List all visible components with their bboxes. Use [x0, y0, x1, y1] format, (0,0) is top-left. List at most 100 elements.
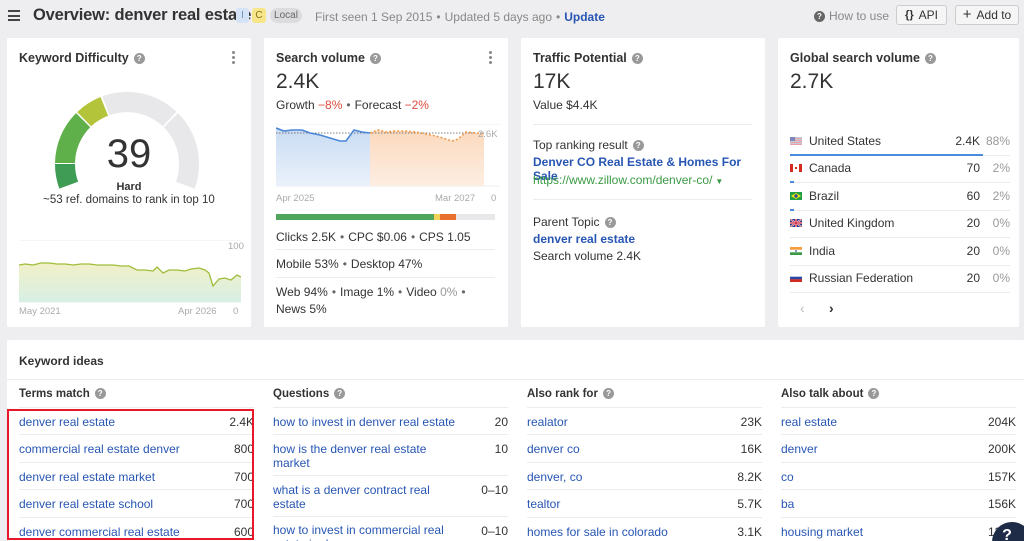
card-title: Traffic Potential?	[533, 51, 643, 65]
keyword-idea-row: denver real estate market 700	[19, 463, 254, 491]
x-axis-start: May 2021	[19, 306, 61, 317]
hamburger-menu-icon[interactable]	[8, 10, 20, 21]
country-share: 88%	[985, 134, 1010, 148]
updated-time: Updated 5 days ago	[444, 10, 553, 24]
keyword-link[interactable]: denver, co	[527, 469, 583, 484]
web-share: Web 94%	[276, 285, 328, 299]
keyword-ideas-column: Questions? how to invest in denver real e…	[273, 380, 508, 541]
keyword-idea-row: homes for sale in colorado 3.1K	[527, 518, 762, 541]
desktop-share: Desktop 47%	[350, 257, 423, 271]
help-icon[interactable]: ?	[924, 52, 936, 64]
next-page-button[interactable]: ›	[829, 300, 834, 316]
api-button[interactable]: {} API	[896, 5, 947, 25]
keyword-link[interactable]: what is a denver contract real estate	[273, 483, 430, 512]
keyword-volume: 700	[233, 497, 254, 512]
country-share: 2%	[992, 161, 1010, 176]
other-clicks-segment	[440, 214, 456, 220]
y-axis-ref: 2.6K	[478, 129, 498, 140]
parent-topic-link[interactable]: denver real estate	[533, 232, 636, 246]
top-ranking-title-link[interactable]: Denver CO Real Estate & Homes For Sale	[533, 155, 742, 183]
keyword-link[interactable]: homes for sale in colorado	[527, 524, 668, 539]
keyword-link[interactable]: denver real estate	[19, 415, 116, 429]
keyword-link[interactable]: denver co	[527, 442, 580, 457]
help-icon[interactable]: ?	[631, 52, 643, 64]
country-row[interactable]: India 20 0%	[790, 239, 1010, 266]
keyword-link[interactable]: how to invest in denver real estate	[273, 415, 456, 429]
country-name: Russian Federation	[809, 271, 914, 285]
keyword-link[interactable]: real estate	[781, 415, 838, 429]
update-link[interactable]: Update	[564, 10, 605, 24]
row-divider	[790, 209, 1010, 211]
country-row[interactable]: Brazil 60 2%	[790, 184, 1010, 211]
x-axis-end: Mar 2027	[435, 193, 476, 204]
parent-topic-label-text: Parent Topic	[533, 215, 600, 229]
help-icon[interactable]: ?	[602, 388, 614, 399]
country-share: 2%	[992, 188, 1010, 203]
br-flag-icon	[790, 191, 802, 200]
keyword-link[interactable]: tealtor	[527, 497, 561, 512]
growth-value: −8%	[318, 98, 343, 112]
divider	[276, 249, 495, 250]
keyword-volume: 156K	[987, 497, 1016, 512]
keyword-link[interactable]: denver real estate market	[19, 469, 156, 484]
country-row[interactable]: Canada 70 2%	[790, 156, 1010, 184]
y-axis-min: 0	[491, 193, 497, 204]
more-options-icon[interactable]	[489, 51, 493, 65]
keyword-volume: 600	[233, 524, 254, 539]
keyword-link[interactable]: denver	[781, 442, 818, 457]
keyword-ideas-column: Also talk about? real estate 204K denver 200…	[781, 380, 1016, 541]
gsv-title: Global search volume	[790, 51, 920, 65]
ca-flag-icon	[790, 164, 802, 173]
help-icon[interactable]: ?	[94, 388, 106, 399]
help-icon[interactable]: ?	[334, 388, 346, 399]
plus-icon: +	[962, 6, 972, 23]
column-header-label: Also rank for	[527, 387, 598, 400]
sv-title: Search volume	[276, 51, 365, 65]
intent-badge-commercial: C	[252, 8, 266, 23]
keyword-idea-row: co 157K	[781, 463, 1016, 491]
keyword-link[interactable]: realator	[527, 415, 568, 429]
country-volume: 60	[966, 188, 980, 203]
traffic-potential-value: 17K	[533, 70, 571, 93]
help-icon[interactable]: ?	[369, 52, 381, 64]
intent-badge-informational: I	[236, 8, 249, 23]
keyword-idea-row: denver real estate 2.4K	[19, 408, 254, 436]
global-volume-value: 2.7K	[790, 70, 834, 93]
keyword-link[interactable]: commercial real estate denver	[19, 442, 180, 457]
forecast-label: Forecast	[354, 98, 402, 112]
keyword-difficulty-card: Keyword Difficulty? 39 Hard ~53 ref. dom…	[7, 38, 251, 327]
organic-clicks-segment	[276, 214, 434, 220]
first-seen: First seen 1 Sep 2015	[315, 10, 433, 24]
keyword-link[interactable]: how to invest in commercial real estate …	[273, 523, 444, 541]
help-chat-button[interactable]: ?	[992, 522, 1024, 541]
add-to-button[interactable]: + Add to	[955, 5, 1019, 25]
search-volume-card: Search volume? 2.4K Growth −8% • Forecast …	[264, 38, 508, 327]
keyword-idea-row: what is a denver contract real estate 0–1…	[273, 476, 508, 518]
search-volume-chart	[276, 124, 500, 187]
country-row[interactable]: United States 2.4K 88%	[790, 129, 1010, 156]
country-name: United Kingdom	[809, 216, 895, 231]
keyword-link[interactable]: how is the denver real estate market	[273, 442, 427, 471]
help-icon[interactable]: ?	[604, 216, 616, 228]
keyword-volume: 700	[233, 469, 254, 484]
keyword-link[interactable]: denver commercial real estate	[19, 524, 180, 539]
more-options-icon[interactable]	[232, 51, 236, 65]
help-icon[interactable]: ?	[868, 388, 880, 399]
how-to-use-link[interactable]: ? How to use	[814, 9, 889, 23]
top-ranking-url-link[interactable]: https://www.zillow.com/denver-co/▼	[533, 173, 723, 187]
country-row[interactable]: United Kingdom 20 0%	[790, 211, 1010, 239]
page-title: Overview: denver real estate	[33, 6, 252, 24]
keyword-link[interactable]: ba	[781, 497, 795, 512]
keyword-ideas-column: Also rank for? realator 23K denver co 16K den…	[527, 380, 762, 541]
prev-page-button[interactable]: ‹	[800, 300, 805, 316]
keyword-link[interactable]: co	[781, 469, 794, 484]
caret-down-icon[interactable]: ▼	[715, 177, 724, 186]
divider	[7, 379, 1024, 380]
keyword-link[interactable]: housing market	[781, 524, 864, 539]
country-row[interactable]: Russian Federation 20 0%	[790, 266, 1010, 293]
help-icon[interactable]: ?	[133, 52, 145, 64]
keyword-idea-row: how to invest in commercial real estate …	[273, 517, 508, 541]
divider	[533, 199, 752, 200]
keyword-link[interactable]: denver real estate school	[19, 497, 154, 512]
help-icon[interactable]: ?	[632, 139, 644, 151]
